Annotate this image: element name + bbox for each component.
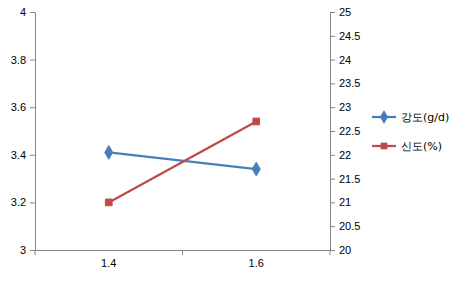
y-tick-label: 3.4 [11,149,26,161]
y-tick-label: 3 [20,244,26,256]
y2-tick-mark [330,12,335,13]
axis-line [30,13,36,251]
y2-tick: 24 [330,54,351,66]
axis-line [331,13,336,251]
y2-tick: 25 [330,6,351,18]
y2-tick-label: 24.5 [339,30,360,42]
y2-tick-label: 23.5 [339,77,360,89]
legend-item: 신도(%) [372,140,442,153]
legend-label: 신도(%) [401,140,442,153]
y-tick-mark [30,60,35,61]
marker [253,118,260,125]
y2-tick-mark [330,155,335,156]
y2-tick-label: 21 [339,196,351,208]
series-line [109,121,257,202]
y-tick: 4 [20,6,35,18]
plot-area [105,118,260,206]
y2-tick-label: 22 [339,149,351,161]
y-tick: 3.4 [11,149,35,161]
y2-tick-mark [330,60,335,61]
y2-tick-mark [330,179,335,180]
x-tick: 1.6 [249,250,264,269]
y2-axis: 20 20.5 21 21.5 22 22.5 23 23.5 24 24.5 25 [330,6,360,256]
y-tick: 3.8 [11,54,35,66]
y-tick-mark [30,12,35,13]
y2-tick: 21 [330,196,351,208]
marker [105,199,112,206]
y-tick-mark [30,107,35,108]
x-boundary-ticks [35,250,330,255]
y2-tick-label: 20 [339,244,351,256]
y-tick-mark [30,155,35,156]
x-boundary-tick [35,250,36,255]
y-tick-label: 3.6 [11,101,26,113]
y-axis: 3 3.2 3.4 3.6 3.8 4 [11,6,36,256]
y2-tick: 23.5 [330,77,360,89]
x-axis: 1.4 1.6 [36,250,331,269]
y2-tick: 22.5 [330,125,360,137]
y2-tick-mark [330,202,335,203]
y2-tick-label: 23 [339,101,351,113]
y-tick: 3 [20,244,35,256]
y-tick-label: 3.8 [11,54,26,66]
x-boundary-tick [182,250,183,255]
y-tick-mark [30,202,35,203]
y-tick-mark [30,250,35,251]
y2-tick-label: 22.5 [339,125,360,137]
y2-tick-mark [330,107,335,108]
y2-tick: 20.5 [330,220,360,232]
y2-tick-label: 24 [339,54,351,66]
y2-tick-mark [330,83,335,84]
y2-tick: 22 [330,149,351,161]
y2-tick: 21.5 [330,173,360,185]
chart: 3 3.2 3.4 3.6 3.8 4 20 20.5 21 21.5 22 22.5 23 23.5 24… [0,0,469,281]
y2-tick-mark [330,250,335,251]
y2-tick-label: 20.5 [339,220,360,232]
y2-tick-label: 25 [339,6,351,18]
y-tick-label: 3.2 [11,196,26,208]
legend-item: 강도(g/d) [372,110,449,124]
y-tick: 3.6 [11,101,35,113]
legend-label: 강도(g/d) [401,111,449,124]
y2-tick: 24.5 [330,30,360,42]
marker [105,146,113,160]
x-tick-label: 1.6 [249,257,264,269]
x-tick: 1.4 [101,250,116,269]
legend: 강도(g/d) 신도(%) [372,110,449,153]
y2-tick-label: 21.5 [339,173,360,185]
y2-tick: 20 [330,244,351,256]
y2-tick: 23 [330,101,351,113]
x-tick-label: 1.4 [101,257,116,269]
x-boundary-tick [330,250,331,255]
y2-tick-mark [330,131,335,132]
legend-marker [381,143,388,150]
marker [252,162,260,176]
y-tick-label: 4 [20,6,26,18]
legend-marker [380,110,388,124]
y-tick: 3.2 [11,196,35,208]
y2-tick-mark [330,226,335,227]
y2-tick-mark [330,36,335,37]
